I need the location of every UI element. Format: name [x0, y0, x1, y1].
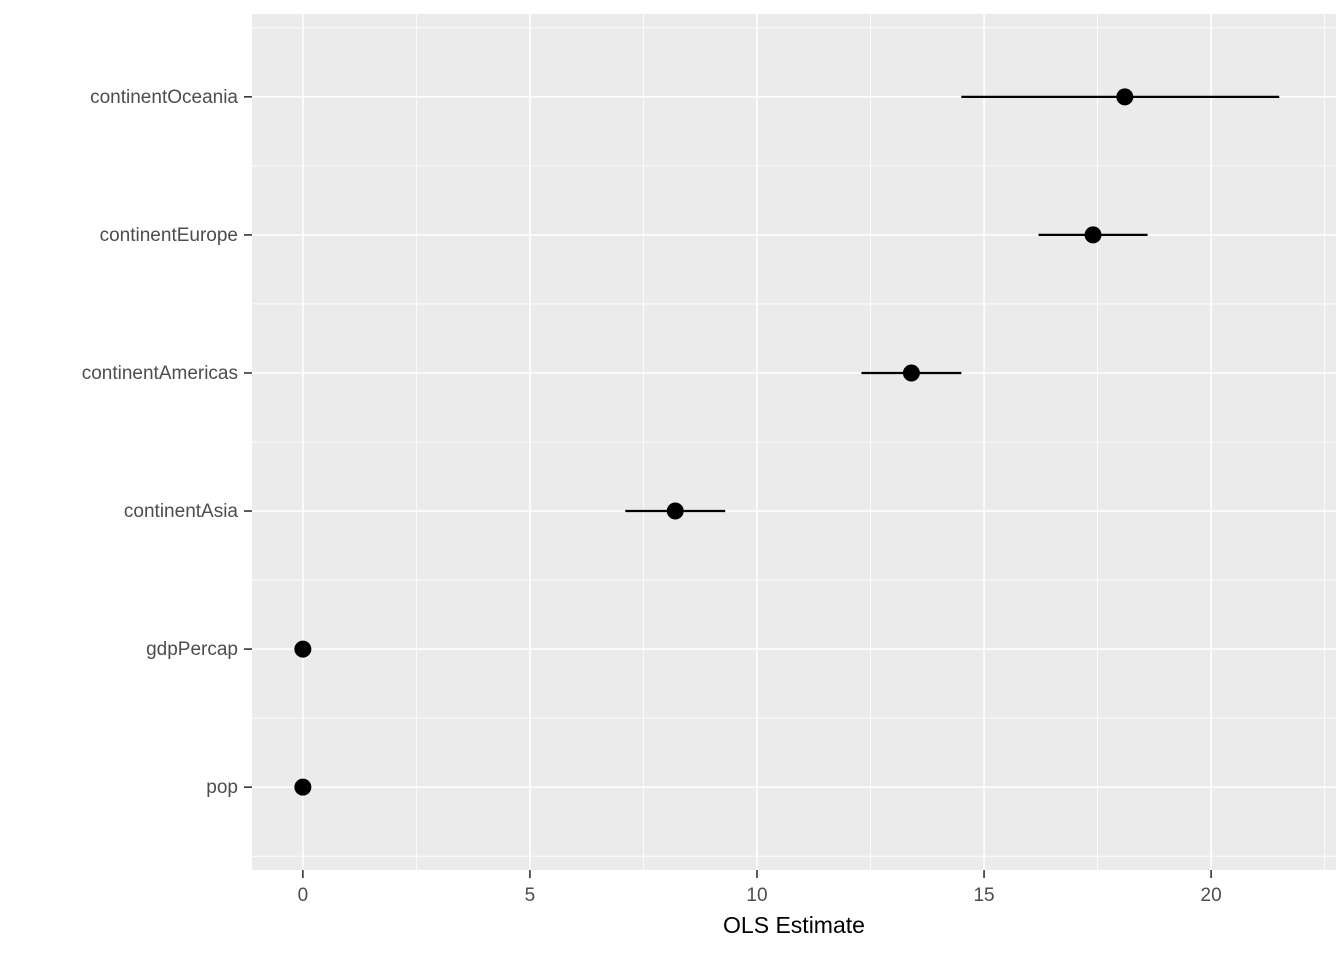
- estimate-point: [902, 364, 920, 382]
- estimate-point: [1084, 226, 1102, 244]
- x-tick-label: 5: [525, 885, 536, 906]
- estimate-point: [294, 778, 312, 796]
- estimate-point: [294, 640, 312, 658]
- y-category-label: continentEurope: [100, 225, 238, 246]
- x-tick-label: 10: [746, 885, 767, 906]
- x-tick-label: 20: [1201, 885, 1222, 906]
- x-axis-title: OLS Estimate: [723, 912, 865, 938]
- y-category-label: continentAmericas: [82, 363, 238, 384]
- y-category-label: continentOceania: [90, 87, 238, 108]
- x-tick-label: 0: [298, 885, 309, 906]
- estimate-point: [666, 502, 684, 520]
- y-category-label: pop: [206, 777, 238, 798]
- x-tick-label: 15: [973, 885, 994, 906]
- y-category-label: gdpPercap: [146, 639, 238, 660]
- estimate-point: [1116, 88, 1134, 106]
- y-category-label: continentAsia: [124, 501, 239, 522]
